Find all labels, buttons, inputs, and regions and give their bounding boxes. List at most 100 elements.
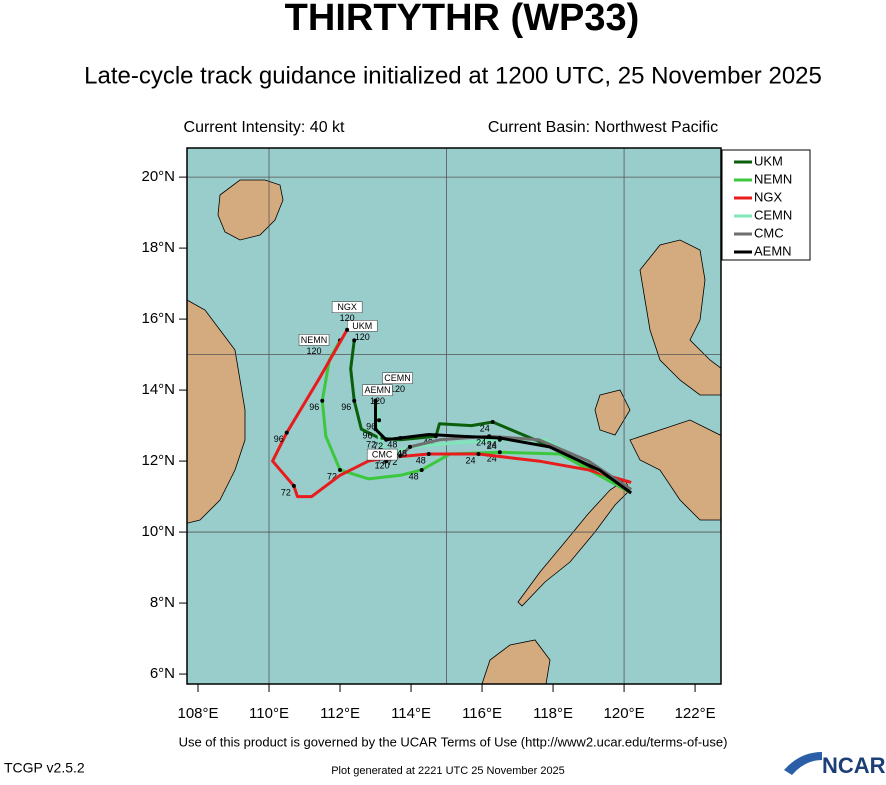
ocean bbox=[187, 148, 721, 684]
end-label-box bbox=[346, 320, 378, 332]
forecast-point bbox=[398, 436, 403, 441]
x-tick-label: 116°E bbox=[462, 705, 502, 722]
tracks: 24487296UKM12024487296NEMN12024487296NGX… bbox=[271, 301, 633, 499]
hour-label: 72 bbox=[327, 471, 337, 481]
legend-label: CEMN bbox=[754, 207, 792, 222]
hour-label: 72 bbox=[366, 439, 376, 449]
forecast-point bbox=[419, 467, 424, 472]
info-right: Current Basin: Northwest Pacific bbox=[488, 119, 718, 136]
x-tick-label: 118°E bbox=[533, 705, 573, 722]
hour-label: 24 bbox=[480, 423, 490, 433]
end-label: NGX bbox=[337, 302, 357, 312]
track bbox=[320, 339, 632, 495]
end-hour: 120 bbox=[375, 460, 390, 470]
y-tick-label: 14°N bbox=[141, 381, 175, 398]
hour-label: 72 bbox=[281, 487, 291, 497]
end-label-box bbox=[382, 372, 413, 384]
forecast-point bbox=[284, 430, 289, 435]
legend-label: UKM bbox=[754, 153, 783, 168]
end-label-box bbox=[366, 448, 398, 461]
grid bbox=[187, 148, 721, 684]
hour-label: 48 bbox=[387, 439, 397, 449]
track bbox=[271, 328, 632, 499]
forecast-point bbox=[291, 483, 296, 488]
y-tick-label: 18°N bbox=[141, 239, 175, 256]
end-label-box bbox=[298, 334, 330, 346]
end-label: CEMN bbox=[384, 373, 411, 383]
hour-label: 72 bbox=[373, 441, 383, 451]
forecast-point bbox=[345, 327, 350, 332]
y-tick-label: 12°N bbox=[141, 452, 175, 469]
legend-label: AEMN bbox=[754, 243, 792, 258]
y-tick-label: 8°N bbox=[150, 594, 175, 611]
forecast-point bbox=[398, 453, 403, 458]
legend-label: CMC bbox=[754, 225, 784, 240]
track bbox=[385, 434, 633, 491]
y-tick-label: 16°N bbox=[141, 310, 175, 327]
forecast-point bbox=[476, 451, 481, 456]
legend-label: NGX bbox=[754, 189, 783, 204]
subtitle: Late-cycle track guidance initialized at… bbox=[84, 62, 822, 89]
hour-label: 72 bbox=[377, 455, 387, 465]
end-hour: 120 bbox=[355, 332, 370, 342]
hour-label: 96 bbox=[363, 431, 373, 441]
x-tick-label: 110°E bbox=[249, 705, 289, 722]
forecast-point bbox=[352, 338, 357, 343]
info-left: Current Intensity: 40 kt bbox=[184, 119, 346, 136]
hour-label: 24 bbox=[487, 454, 497, 464]
logo: NCAR bbox=[822, 753, 886, 778]
end-hour: 120 bbox=[340, 313, 355, 323]
end-label: UKM bbox=[352, 321, 372, 331]
hour-label: 96 bbox=[366, 422, 376, 432]
forecast-point bbox=[426, 451, 431, 456]
hour-label: 48 bbox=[397, 448, 407, 458]
y-tick-label: 6°N bbox=[150, 665, 175, 682]
y-tick-label: 20°N bbox=[141, 168, 175, 185]
hour-label: 24 bbox=[487, 441, 497, 451]
end-hour: 120 bbox=[390, 384, 405, 394]
legend-label: NEMN bbox=[754, 171, 792, 186]
logo-swoosh bbox=[784, 752, 822, 775]
track bbox=[374, 400, 633, 495]
end-label: AEMN bbox=[365, 385, 391, 395]
version: TCGP v2.5.2 bbox=[4, 760, 85, 776]
hour-label: 48 bbox=[416, 455, 426, 465]
forecast-point bbox=[373, 427, 378, 432]
x-tick-label: 112°E bbox=[320, 705, 360, 722]
track bbox=[349, 340, 632, 491]
forecast-point bbox=[490, 420, 495, 425]
generated: Plot generated at 2221 UTC 25 November 2… bbox=[331, 765, 565, 777]
forecast-point bbox=[352, 398, 357, 403]
forecast-point bbox=[497, 436, 502, 441]
land bbox=[187, 179, 721, 684]
forecast-point bbox=[320, 398, 325, 403]
y-tick-label: 10°N bbox=[141, 523, 175, 540]
forecast-point bbox=[377, 418, 382, 423]
hour-label: 24 bbox=[487, 439, 497, 449]
axes: 108°E 110°E 112°E 114°E 116°E 118°E 120°E 122°E… bbox=[141, 168, 715, 722]
hour-label: 96 bbox=[341, 402, 351, 412]
title: THIRTYTHR (WP33) bbox=[285, 0, 640, 39]
x-tick-label: 120°E bbox=[604, 705, 645, 722]
legend-box bbox=[721, 149, 811, 261]
end-label: CMC bbox=[372, 449, 393, 459]
hour-label: 96 bbox=[309, 402, 319, 412]
end-hour: 120 bbox=[370, 396, 385, 406]
x-tick-label: 114°E bbox=[391, 705, 431, 722]
end-label: NEMN bbox=[301, 335, 328, 345]
forecast-point bbox=[338, 467, 343, 472]
x-tick-label: 122°E bbox=[675, 705, 716, 722]
hour-label: 24 bbox=[476, 438, 486, 448]
end-label-box bbox=[331, 301, 363, 313]
map-frame bbox=[186, 147, 722, 685]
forecast-point bbox=[497, 450, 502, 455]
hour-label: 72 bbox=[387, 457, 397, 467]
forecast-point bbox=[407, 444, 412, 449]
end-label-box bbox=[362, 384, 393, 396]
end-hour: 120 bbox=[307, 346, 322, 356]
terms: Use of this product is governed by the U… bbox=[179, 734, 728, 749]
forecast-point bbox=[384, 437, 389, 442]
x-tick-label: 108°E bbox=[177, 705, 218, 722]
forecast-point bbox=[373, 398, 378, 403]
